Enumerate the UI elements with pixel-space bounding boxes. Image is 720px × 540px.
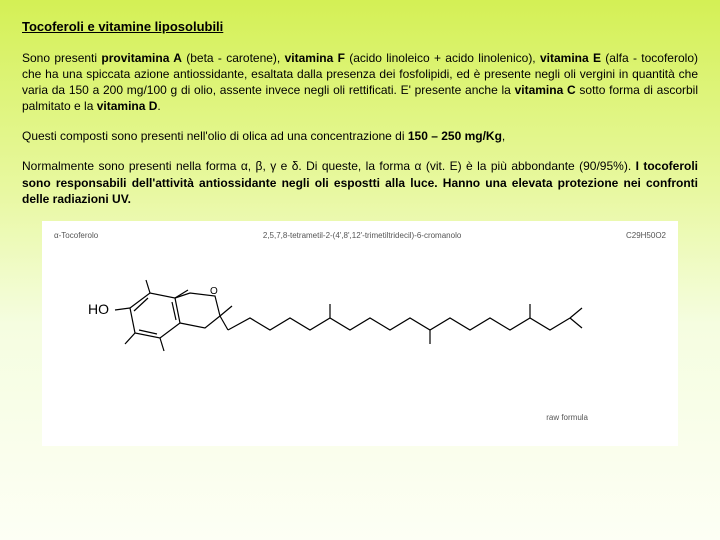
bold-vitamina-c: vitamina C bbox=[515, 83, 576, 97]
ho-label: HO bbox=[88, 301, 109, 317]
molecule-diagram: HO O bbox=[54, 248, 666, 388]
text: (beta - carotene), bbox=[182, 51, 285, 65]
tocopherol-structure-icon: HO O bbox=[54, 248, 666, 388]
bold-vitamina-f: vitamina F bbox=[285, 51, 345, 65]
raw-formula-label: raw formula bbox=[546, 413, 588, 424]
bold-vitamina-d: vitamina D bbox=[97, 99, 158, 113]
label-right: C29H50O2 bbox=[626, 231, 666, 242]
text: , bbox=[502, 129, 505, 143]
paragraph-1: Sono presenti provitamina A (beta - caro… bbox=[22, 50, 698, 115]
svg-text:O: O bbox=[210, 286, 218, 297]
molecule-figure: α-Tocoferolo 2,5,7,8-tetrametil-2-(4',8'… bbox=[42, 221, 678, 446]
bold-provitamina-a: provitamina A bbox=[101, 51, 182, 65]
paragraph-3: Normalmente sono presenti nella forma α,… bbox=[22, 158, 698, 207]
text: Normalmente sono presenti nella forma α,… bbox=[22, 159, 636, 173]
page-title: Tocoferoli e vitamine liposolubili bbox=[22, 18, 698, 36]
figure-labels: α-Tocoferolo 2,5,7,8-tetrametil-2-(4',8'… bbox=[54, 231, 666, 242]
text: . bbox=[157, 99, 160, 113]
paragraph-2: Questi composti sono presenti nell'olio … bbox=[22, 128, 698, 144]
label-mid: 2,5,7,8-tetrametil-2-(4',8',12'-trimetil… bbox=[263, 231, 461, 242]
text: Questi composti sono presenti nell'olio … bbox=[22, 129, 408, 143]
text: Sono presenti bbox=[22, 51, 101, 65]
text: (acido linoleico + acido linolenico), bbox=[345, 51, 540, 65]
bold-concentration: 150 – 250 mg/Kg bbox=[408, 129, 502, 143]
label-left: α-Tocoferolo bbox=[54, 231, 98, 242]
bold-vitamina-e: vitamina E bbox=[540, 51, 601, 65]
